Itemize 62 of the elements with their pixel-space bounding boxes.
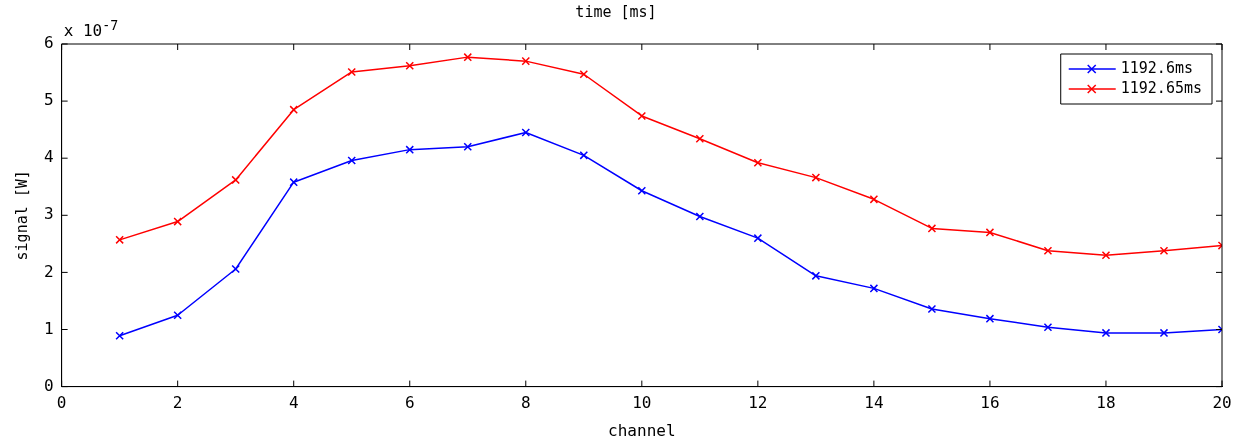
point xyxy=(579,69,589,79)
point xyxy=(985,314,995,323)
x-tick-label: 18 xyxy=(1096,393,1116,413)
point xyxy=(231,175,240,185)
point xyxy=(173,310,182,320)
y-tick-label: 2 xyxy=(43,261,54,281)
point xyxy=(347,67,357,77)
y-tick-label: 5 xyxy=(43,90,54,110)
point xyxy=(405,145,415,154)
x-tick-label: 2 xyxy=(172,393,183,413)
point xyxy=(1101,250,1111,260)
y-tick-label: 0 xyxy=(43,375,54,395)
x-axis-title: channel xyxy=(608,420,676,440)
point xyxy=(579,151,589,160)
text: x 10$^{-7}$ xyxy=(63,18,119,41)
point xyxy=(173,217,182,226)
chart-title: time [ms] xyxy=(575,2,657,21)
x-tick-label: 12 xyxy=(748,393,768,413)
point xyxy=(695,212,705,221)
legend-label: 1192.6ms xyxy=(1120,58,1193,77)
point xyxy=(115,235,124,245)
x-tick-label: 6 xyxy=(404,393,415,413)
point xyxy=(521,56,531,66)
point xyxy=(637,111,647,121)
point xyxy=(1159,328,1169,338)
point xyxy=(753,233,763,243)
point xyxy=(869,284,879,293)
point xyxy=(231,264,240,274)
point xyxy=(463,52,473,62)
x-tick-label: 20 xyxy=(1212,393,1232,413)
point xyxy=(1043,246,1053,255)
point xyxy=(753,158,763,168)
point xyxy=(869,195,879,204)
point xyxy=(811,271,821,281)
point xyxy=(811,173,821,182)
x-tick-label: 8 xyxy=(520,393,531,413)
point xyxy=(927,224,937,233)
point xyxy=(521,128,531,137)
point xyxy=(1043,322,1053,332)
point xyxy=(985,228,995,237)
y-tick-label: 3 xyxy=(43,204,54,224)
point xyxy=(347,156,357,165)
point xyxy=(115,331,124,341)
x-tick-label: 14 xyxy=(864,393,884,413)
point xyxy=(927,304,937,314)
y-tick-label: 1 xyxy=(43,318,54,338)
point xyxy=(637,186,647,196)
point xyxy=(1101,328,1111,338)
point xyxy=(289,105,298,114)
point xyxy=(695,134,705,144)
x-tick-label: 0 xyxy=(56,393,67,413)
x-tick-label: 4 xyxy=(288,393,299,413)
point xyxy=(1159,246,1169,255)
legend-label: 1192.65ms xyxy=(1120,78,1202,97)
x-tick-label: 16 xyxy=(980,393,1000,413)
y-tick-label: 4 xyxy=(43,147,54,167)
x-tick-label: 10 xyxy=(632,393,652,413)
point xyxy=(405,61,415,70)
point xyxy=(463,142,473,152)
y-axis-title: signal [W] xyxy=(12,170,31,261)
point xyxy=(289,177,298,187)
y-tick-label: 6 xyxy=(43,33,54,53)
